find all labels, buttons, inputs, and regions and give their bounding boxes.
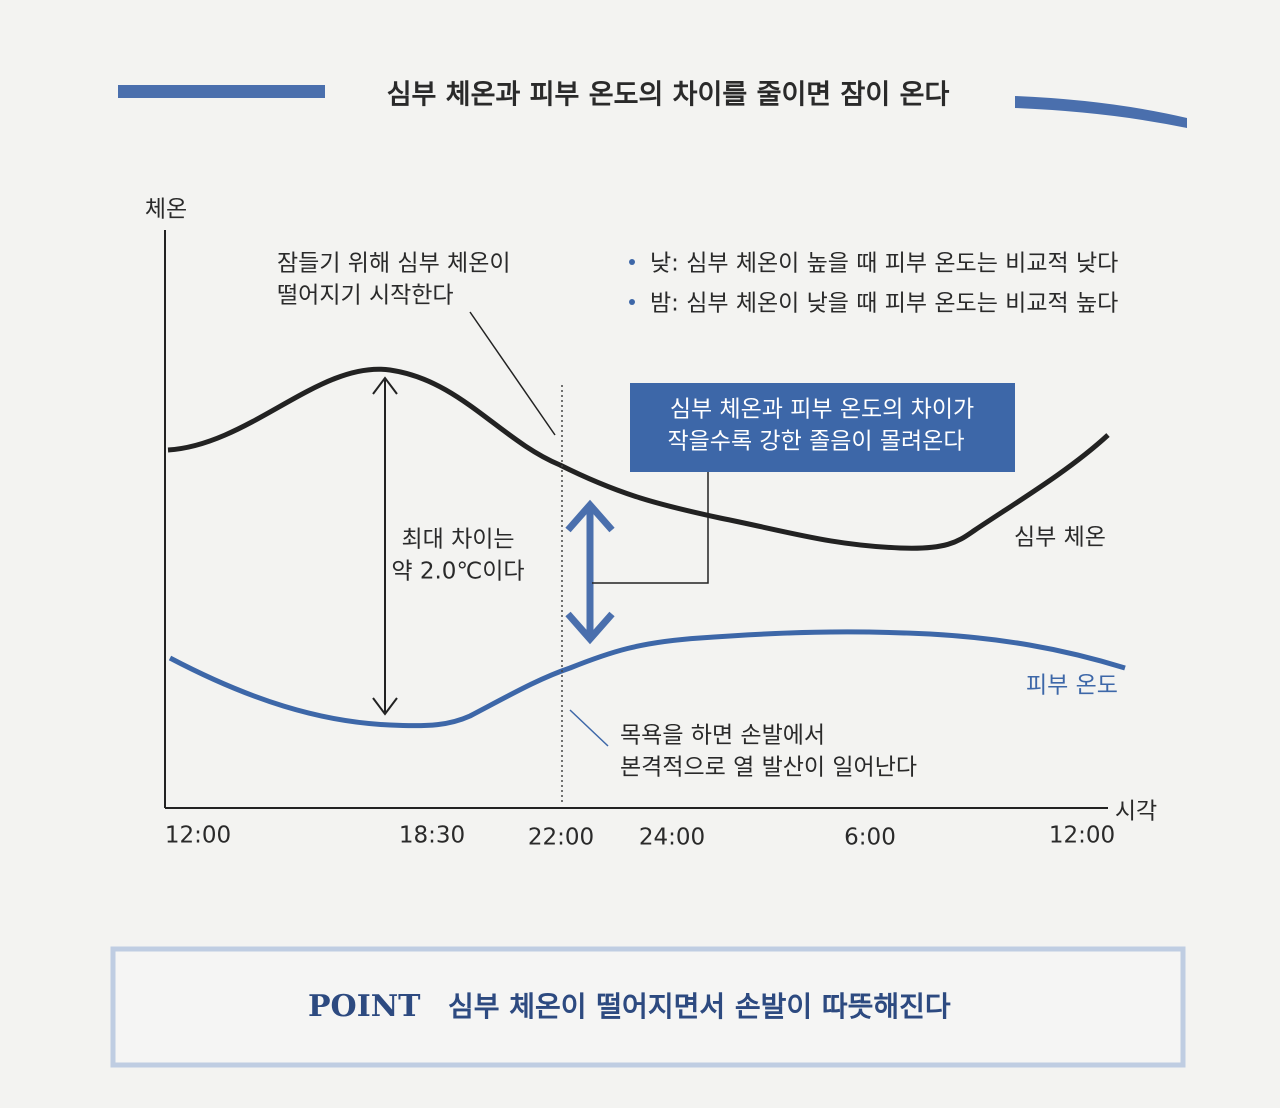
point-box (110, 946, 1186, 1068)
x-label: 22:00 (528, 825, 594, 851)
curve-label: 심부 체온 (1014, 525, 1106, 551)
annotation-line (569, 709, 609, 747)
callout-text: 심부 체온과 피부 온도의 차이가 (670, 397, 974, 423)
label-bg (392, 520, 532, 595)
annotation: 약 2.0℃이다 (391, 559, 524, 585)
point-text: 심부 체온이 떨어지면서 손발이 따뜻해진다 (448, 990, 951, 1023)
x-axis-label: 시각 (1115, 799, 1157, 825)
callout-line (592, 472, 709, 584)
x-label: 24:00 (639, 825, 705, 851)
skin-temp-curve (168, 629, 1126, 729)
x-label: 12:00 (1049, 823, 1115, 849)
annotation: 본격적으로 열 발산이 일어난다 (620, 755, 917, 781)
callout-box (630, 383, 1015, 472)
note: 밤: 심부 체온이 낮을 때 피부 온도는 비교적 높다 (650, 291, 1118, 317)
title-bar-right (1015, 96, 1187, 128)
core-temp-curve (167, 366, 1110, 551)
point-label: POINT (308, 989, 421, 1024)
gap-arrow-heads (372, 376, 398, 716)
annotation: 떨어지기 시작한다 (277, 283, 454, 309)
callout-text: 작을수록 강한 졸음이 몰려온다 (667, 429, 964, 455)
x-label: 6:00 (844, 825, 896, 851)
bullet (629, 299, 635, 305)
y-axis-label: 체온 (145, 197, 187, 223)
bullet (629, 259, 635, 265)
small-gap-arrow-heads (565, 499, 615, 645)
annotation: 최대 차이는 (401, 527, 514, 553)
annotation-line (469, 311, 556, 436)
title-bar-left (118, 85, 325, 98)
annotation: 목욕을 하면 손발에서 (620, 723, 825, 749)
curve-label: 피부 온도 (1026, 673, 1118, 699)
title: 심부 체온과 피부 온도의 차이를 줄이면 잠이 온다 (387, 80, 950, 111)
x-label: 18:30 (399, 823, 465, 849)
annotation: 잠들기 위해 심부 체온이 (277, 251, 511, 277)
x-label: 12:00 (165, 823, 231, 849)
note: 낮: 심부 체온이 높을 때 피부 온도는 비교적 낮다 (650, 251, 1118, 277)
